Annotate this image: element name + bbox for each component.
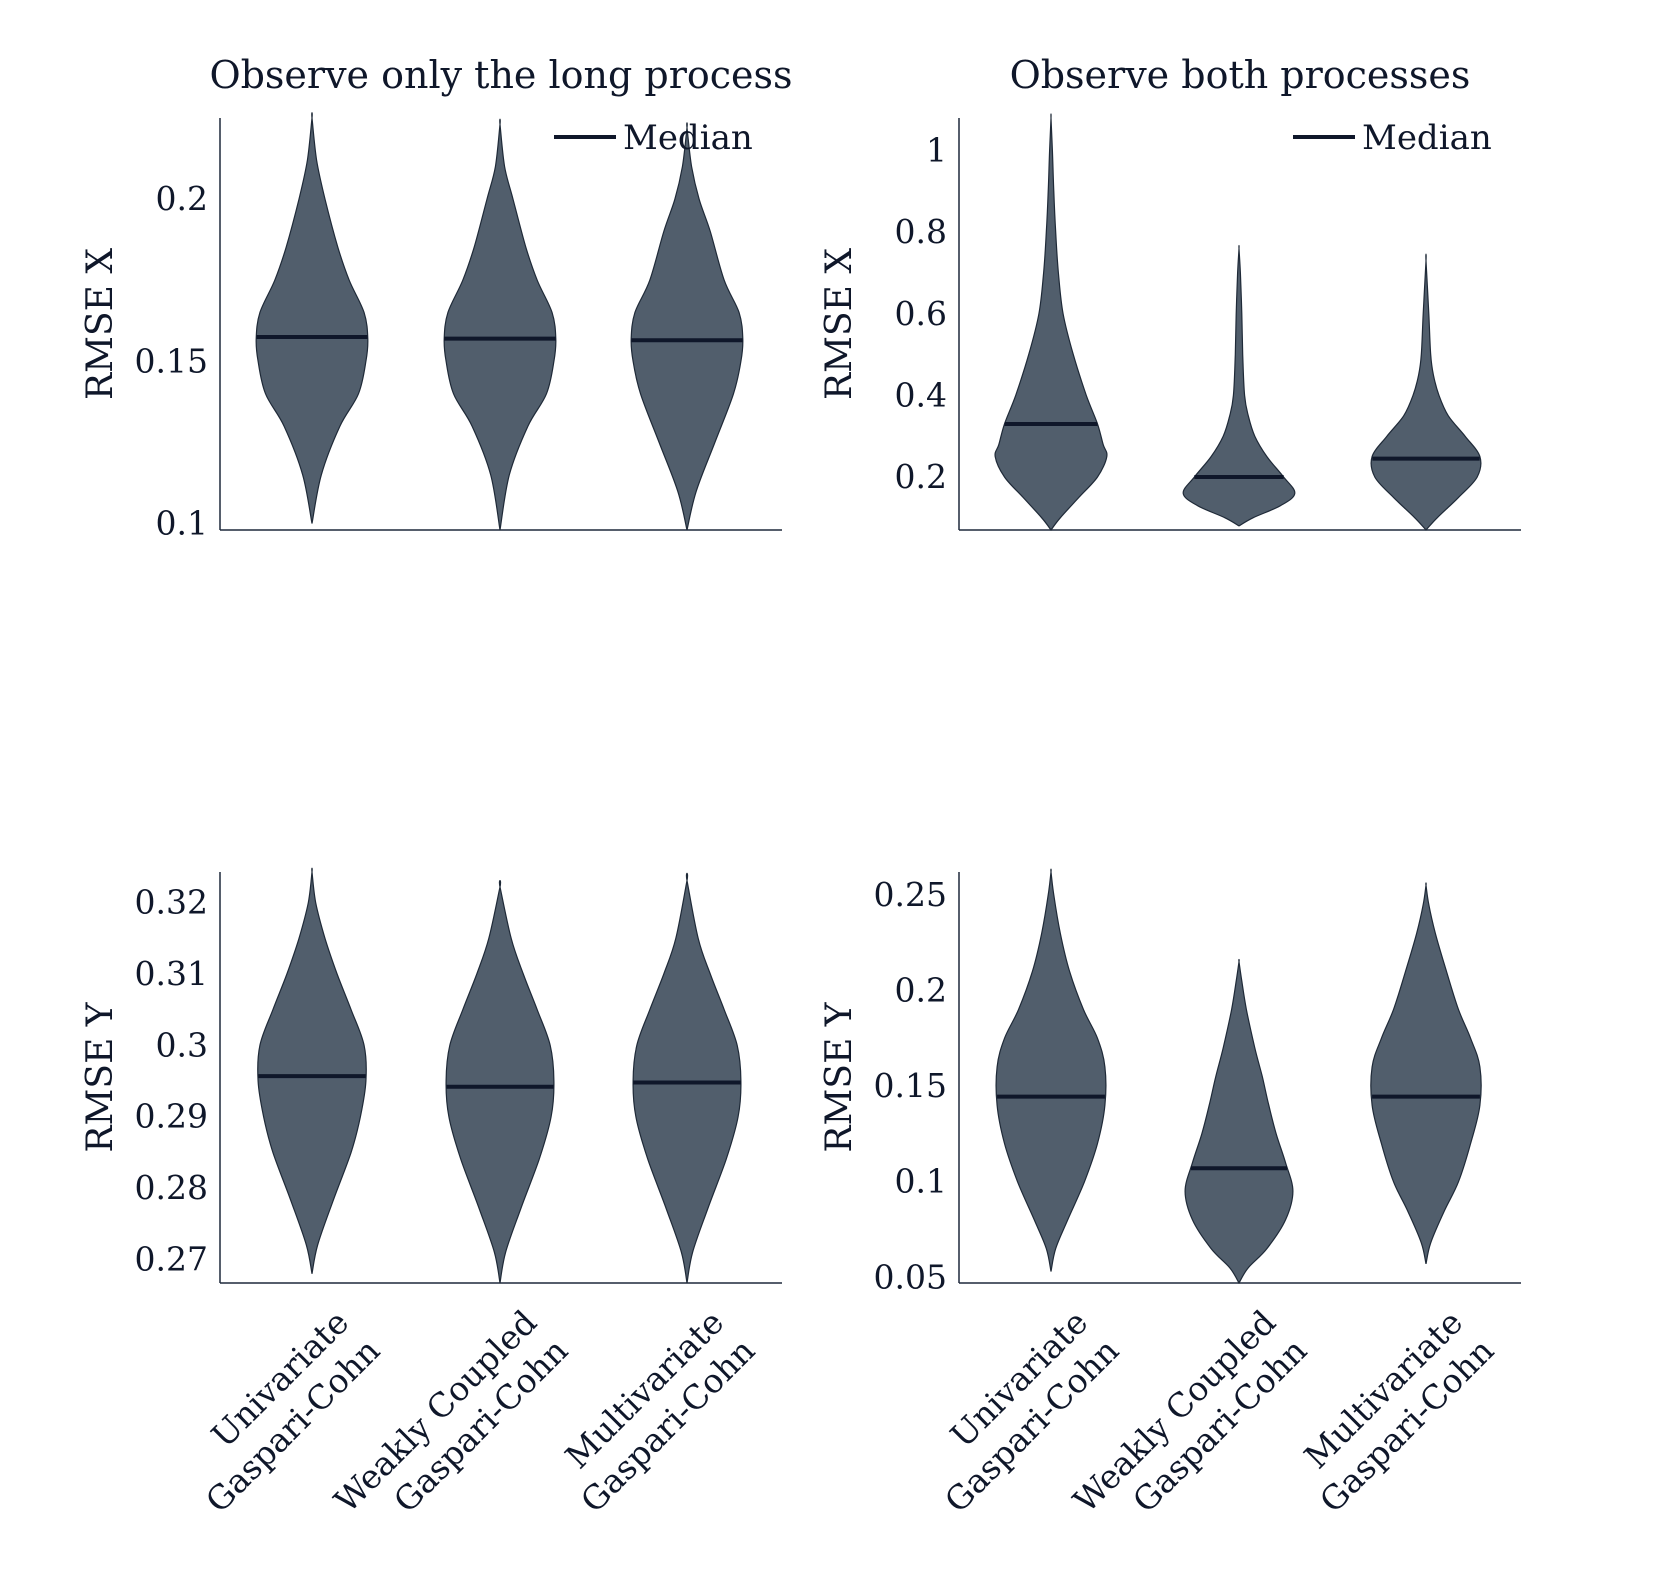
y-axis-label: RMSE Y (80, 1001, 121, 1152)
violin-1 (994, 113, 1108, 532)
y-axis-label: RMSE X (819, 248, 860, 400)
y-tick-label: 0.2 (895, 971, 947, 1010)
violin-2 (445, 879, 555, 1284)
y-tick-label: 0.1 (156, 504, 208, 543)
violin-3 (632, 872, 742, 1284)
y-tick-label: 1 (926, 131, 947, 170)
y-axis-label: RMSE Y (819, 1001, 860, 1152)
chart-panel-4: RMSE Y0.050.10.150.20.25UnivariateGaspar… (819, 868, 1521, 1520)
y-tick-label: 0.05 (874, 1257, 947, 1296)
chart-panel-1: Observe only the long process RMSE X 0.1 0.… (80, 53, 793, 543)
violin-3 (630, 122, 744, 531)
y-tick-label: 0.1 (895, 1162, 947, 1201)
y-tick-label: 0.29 (135, 1097, 208, 1136)
y-tick-label: 0.3 (156, 1025, 208, 1064)
y-axis-label: RMSE X (80, 248, 121, 400)
y-tick-label: 0.28 (135, 1168, 208, 1207)
y-tick-label: 0.6 (895, 294, 947, 333)
y-tick-label: 0.15 (135, 341, 208, 380)
y-tick-label: 0.25 (874, 875, 947, 914)
violin-2 (1184, 958, 1294, 1285)
y-tick-label: 0.8 (895, 212, 947, 251)
violin-3 (1370, 253, 1482, 531)
violin-1 (257, 867, 367, 1274)
violin-1 (995, 868, 1107, 1272)
y-tick-label: 0.4 (895, 375, 947, 414)
chart-panel-3: RMSE Y0.270.280.290.30.310.32UnivariateG… (80, 867, 782, 1520)
violin-3 (1370, 882, 1482, 1265)
y-tick-label: 0.31 (135, 954, 208, 993)
chart-title: Observe both processes (1010, 53, 1471, 97)
violin-2 (1182, 244, 1296, 527)
y-tick-label: 0.32 (135, 883, 208, 922)
violin-2 (443, 118, 557, 531)
chart-panel-2: Observe both processes RMSE X 0.2 0.4 0.6 0.8… (819, 53, 1521, 532)
y-tick-label: 0.2 (156, 179, 208, 218)
legend-median-label: Median (623, 118, 753, 158)
y-tick-label: 0.15 (874, 1066, 947, 1105)
legend-median-label: Median (1362, 118, 1492, 158)
y-tick-label: 0.2 (895, 457, 947, 496)
y-tick-label: 0.27 (135, 1239, 208, 1278)
chart-title: Observe only the long process (209, 53, 792, 97)
violin-1 (255, 112, 369, 524)
